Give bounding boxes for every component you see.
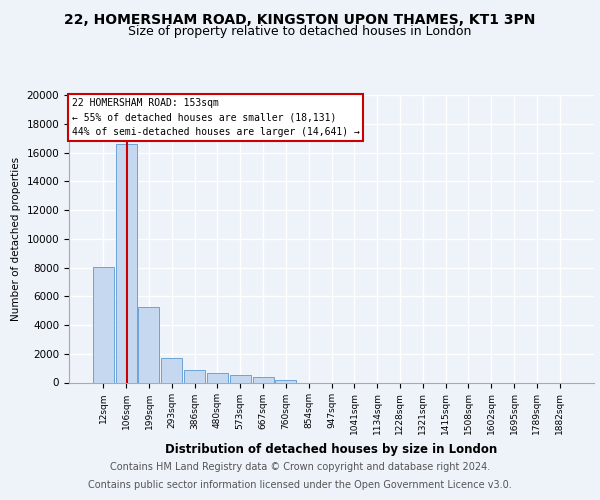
Bar bbox=[184, 370, 205, 382]
X-axis label: Distribution of detached houses by size in London: Distribution of detached houses by size … bbox=[166, 442, 497, 456]
Bar bbox=[230, 376, 251, 382]
Bar bbox=[275, 380, 296, 382]
Bar bbox=[93, 267, 114, 382]
Y-axis label: Number of detached properties: Number of detached properties bbox=[11, 156, 21, 321]
Text: Contains HM Land Registry data © Crown copyright and database right 2024.: Contains HM Land Registry data © Crown c… bbox=[110, 462, 490, 472]
Bar bbox=[116, 144, 137, 382]
Bar bbox=[161, 358, 182, 382]
Bar bbox=[253, 377, 274, 382]
Bar bbox=[207, 373, 228, 382]
Text: 22, HOMERSHAM ROAD, KINGSTON UPON THAMES, KT1 3PN: 22, HOMERSHAM ROAD, KINGSTON UPON THAMES… bbox=[64, 12, 536, 26]
Text: Size of property relative to detached houses in London: Size of property relative to detached ho… bbox=[128, 25, 472, 38]
Bar bbox=[139, 307, 160, 382]
Text: 22 HOMERSHAM ROAD: 153sqm
← 55% of detached houses are smaller (18,131)
44% of s: 22 HOMERSHAM ROAD: 153sqm ← 55% of detac… bbox=[71, 98, 359, 138]
Text: Contains public sector information licensed under the Open Government Licence v3: Contains public sector information licen… bbox=[88, 480, 512, 490]
